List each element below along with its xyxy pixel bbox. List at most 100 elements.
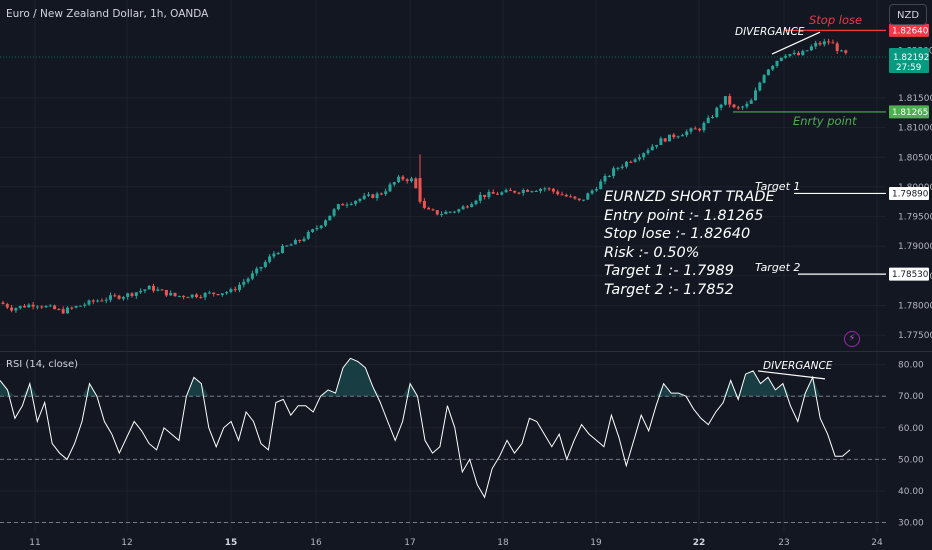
time-tick-label: 12: [121, 538, 132, 548]
lightning-icon[interactable]: ⚡: [844, 331, 860, 347]
rsi-overbought-fill: [342, 358, 351, 397]
candle-body: [831, 42, 835, 44]
candle-body: [117, 295, 121, 299]
candle-body: [530, 191, 534, 193]
candle-body: [478, 194, 482, 201]
candle-body: [792, 52, 796, 55]
candle-body: [560, 194, 564, 196]
candle-body: [741, 106, 745, 108]
candle-body: [422, 200, 426, 208]
candle-body: [431, 209, 435, 211]
time-tick-label: 24: [871, 538, 883, 548]
candle-body: [358, 198, 362, 201]
candle-body: [517, 192, 521, 194]
candle-body: [10, 307, 14, 311]
divergence-price-line: [771, 31, 821, 55]
candle-body: [435, 210, 439, 215]
candle-body: [91, 300, 95, 302]
rsi-overbought-fill: [365, 367, 373, 397]
candle-body: [375, 193, 379, 198]
candle-body: [1, 302, 5, 305]
candle-body: [719, 104, 723, 108]
candle-body: [797, 52, 800, 56]
candle-body: [315, 227, 319, 230]
candle-body: [693, 128, 697, 130]
target1-label: Target 1: [755, 180, 801, 193]
candle-body: [83, 304, 87, 306]
note-line: Stop lose :- 1.82640: [604, 226, 751, 242]
candle-body: [104, 299, 108, 301]
candle-body: [48, 305, 52, 307]
candle-body: [336, 204, 340, 210]
chart-axes: 1.815001.810001.805001.800001.795001.790…: [29, 23, 932, 548]
candle-body: [547, 188, 551, 190]
candle-body: [702, 122, 706, 131]
candle-body: [27, 304, 31, 308]
candle-body: [526, 189, 530, 192]
candle-body: [341, 204, 345, 206]
rsi-overbought-fill: [656, 383, 664, 397]
candle-body: [199, 297, 203, 299]
candle-body: [715, 107, 719, 118]
candle-body: [255, 268, 259, 274]
candle-body: [513, 190, 517, 193]
candle-body: [706, 117, 710, 123]
candle-body: [216, 294, 220, 296]
candle-body: [840, 50, 843, 52]
rsi-title: RSI (14, close): [6, 359, 79, 370]
candle-body: [491, 192, 495, 194]
candle-body: [160, 289, 164, 291]
candle-body: [367, 194, 370, 196]
candle-body: [534, 190, 538, 192]
candle-body: [728, 96, 732, 105]
time-tick-label: 11: [29, 538, 40, 548]
candle-body: [319, 225, 323, 228]
rsi-overbought-fill: [767, 377, 776, 397]
candle-body: [775, 60, 779, 66]
candle-body: [745, 103, 749, 107]
candle-body: [349, 203, 353, 205]
pane-divider[interactable]: [0, 351, 932, 352]
candle-body: [177, 295, 181, 297]
candle-body: [573, 196, 577, 199]
candle-body: [784, 55, 788, 58]
note-line: Entry point :- 1.81265: [604, 207, 764, 224]
price-tick-label: 1.77500: [898, 331, 932, 341]
trade-levels: [0, 29, 886, 275]
candle-body: [410, 178, 413, 182]
rsi-tick-label: 40.00: [898, 487, 924, 497]
candle-body: [362, 195, 366, 199]
candle-body: [758, 82, 762, 91]
candle-body: [504, 190, 508, 193]
currency-button[interactable]: NZD: [889, 4, 927, 25]
candle-body: [732, 104, 736, 108]
candle-body: [203, 292, 207, 298]
rsi-overbought-fill: [812, 377, 821, 397]
candle-body: [246, 278, 250, 282]
rsi-overbought-fill: [775, 383, 783, 397]
candle-body: [582, 199, 585, 201]
rsi-pane: [0, 357, 886, 524]
candle-body: [633, 159, 637, 162]
candle-body: [143, 289, 147, 291]
candle-body: [749, 100, 753, 104]
candle-body: [156, 289, 160, 291]
candle-body: [577, 198, 581, 201]
candle-countdown: 27:59: [896, 63, 921, 73]
candle-body: [650, 146, 654, 151]
target1-price-badge: 1.79890: [892, 189, 929, 199]
price-tick-label: 1.79000: [898, 242, 932, 252]
rsi-overbought-fill: [328, 389, 336, 397]
candle-body: [238, 284, 241, 291]
rsi-tick-label: 60.00: [898, 424, 924, 434]
candle-body: [655, 144, 659, 147]
candle-body: [109, 295, 112, 300]
candle-body: [212, 292, 216, 295]
price-tick-label: 1.81000: [898, 124, 932, 134]
candle-body: [345, 204, 349, 206]
candle-body: [229, 289, 233, 293]
divergence-rsi-label: DIVERGANCE: [763, 360, 833, 372]
candle-body: [474, 200, 478, 205]
candle-body: [809, 46, 813, 51]
